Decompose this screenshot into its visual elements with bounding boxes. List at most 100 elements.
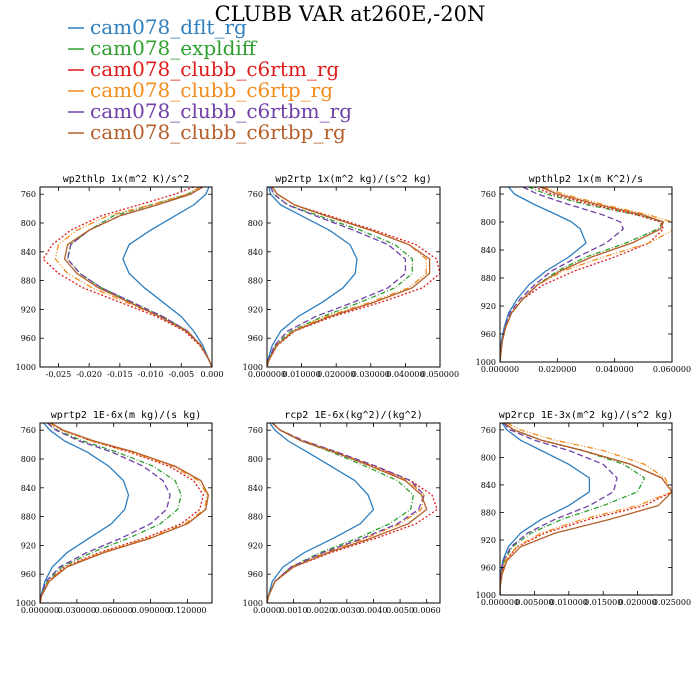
x-tick-label: 0.025000 <box>653 598 691 607</box>
x-tick-label: 0.000000 <box>481 598 519 607</box>
y-tick-label: 800 <box>21 455 36 464</box>
y-tick-label: 880 <box>481 508 496 517</box>
series-group <box>40 423 209 603</box>
panel-6: wp2rcp 1E-3x(m^2 kg)/(s^2 kg)760 800 840 88… <box>476 410 691 607</box>
plot-frame <box>499 422 673 596</box>
y-tick-label: 760 <box>21 190 36 199</box>
series-line-cam078-clubb-c6rtm-rg <box>267 423 438 603</box>
y-tick-label: 880 <box>21 277 36 286</box>
y-tick-label: 1000 <box>476 591 496 600</box>
plot-frame <box>499 186 673 363</box>
legend: cam078_dflt_rgcam078_expldiffcam078_club… <box>68 15 352 144</box>
x-tick-label: 0.0020 <box>306 606 334 615</box>
panel-3: wpthlp2 1x(m K^2)/s 760 800 840 880 920 960 100… <box>476 174 691 374</box>
legend-label-cam078-clubb-c6rtp-rg: cam078_clubb_c6rtp_rg <box>90 78 333 102</box>
y-tick-label: 920 <box>248 541 263 550</box>
plot-frame <box>39 422 213 604</box>
x-tick-label: 0.020000 <box>317 370 355 379</box>
x-tick-label: 0.000000 <box>248 370 286 379</box>
plot-frame <box>266 186 441 368</box>
y-tick-label: 840 <box>248 484 263 493</box>
x-tick-label: 0.0030 <box>333 606 361 615</box>
panels: wp2thlp 1x(m^2 K)/s^2 760 800 840 880 920 960 1… <box>16 174 691 615</box>
x-tick-label: 0.0050 <box>386 606 414 615</box>
x-tick-label: 0.030000 <box>58 606 96 615</box>
panel-title: rcp2 1E-6x(kg^2)/(kg^2) <box>284 410 422 421</box>
panel-title: wp2rcp 1E-3x(m^2 kg)/(s^2 kg) <box>499 410 674 421</box>
y-tick-label: 920 <box>21 305 36 314</box>
series-group <box>267 423 438 603</box>
series-line-cam078-expldiff <box>40 423 182 603</box>
legend-label-cam078-clubb-c6rtbp-rg: cam078_clubb_c6rtbp_rg <box>90 120 346 144</box>
series-group <box>267 187 440 367</box>
y-tick-label: 960 <box>481 330 496 339</box>
series-line-cam078-clubb-c6rtbp-rg <box>267 187 431 367</box>
x-tick-label: 0.0000 <box>253 606 281 615</box>
figure-title: CLUBB VAR at260E,-20N <box>215 2 486 26</box>
x-tick-label: -0.025 <box>46 370 72 379</box>
panel-4: wprtp2 1E-6x(m kg)/(s kg) 760 800 840 880 920… <box>16 410 213 615</box>
y-tick-label: 840 <box>481 481 496 490</box>
x-tick-label: 0.030000 <box>352 370 390 379</box>
y-tick-label: 920 <box>481 536 496 545</box>
series-line-cam078-clubb-c6rtbp-rg <box>40 423 209 603</box>
series-line-cam078-clubb-c6rtbp-rg <box>63 187 212 367</box>
panel-title: wp2thlp 1x(m^2 K)/s^2 <box>63 174 189 185</box>
y-tick-label: 1000 <box>476 358 496 367</box>
x-tick-label: 0.000000 <box>21 606 59 615</box>
x-tick-label: 0.060000 <box>95 606 133 615</box>
y-tick-label: 1000 <box>243 363 263 372</box>
series-line-cam078-clubb-c6rtm-rg <box>500 423 672 595</box>
panel-title: wp2rtp 1x(m^2 kg)/(s^2 kg) <box>275 174 432 185</box>
series-line-cam078-clubb-c6rtbm-rg <box>500 187 624 362</box>
panel-1: wp2thlp 1x(m^2 K)/s^2 760 800 840 880 920 960 1… <box>16 174 224 379</box>
series-line-cam078-expldiff <box>267 423 415 603</box>
y-tick-label: 760 <box>248 190 263 199</box>
series-line-cam078-clubb-c6rtbm-rg <box>500 423 618 595</box>
series-line-cam078-clubb-c6rtm-rg <box>42 187 212 367</box>
y-tick-label: 760 <box>481 190 496 199</box>
x-tick-label: -0.010 <box>138 370 164 379</box>
x-tick-label: 0.040000 <box>596 365 634 374</box>
series-line-cam078-clubb-c6rtp-rg <box>40 423 208 603</box>
series-line-cam078-dflt-rg <box>40 423 130 603</box>
y-tick-label: 800 <box>481 218 496 227</box>
x-tick-label: 0.040000 <box>386 370 424 379</box>
x-tick-label: 0.005000 <box>515 598 553 607</box>
y-tick-label: 840 <box>21 484 36 493</box>
y-tick-label: 880 <box>21 513 36 522</box>
series-line-cam078-expldiff <box>500 423 646 595</box>
x-tick-label: 0.015000 <box>584 598 622 607</box>
series-line-cam078-clubb-c6rtp-rg <box>267 423 425 603</box>
series-line-cam078-dflt-rg <box>267 187 358 367</box>
panel-2: wp2rtp 1x(m^2 kg)/(s^2 kg) 760 800 840 880 92… <box>243 174 459 379</box>
x-tick-label: -0.015 <box>107 370 133 379</box>
x-tick-label: 0.050000 <box>421 370 459 379</box>
y-tick-label: 800 <box>248 455 263 464</box>
legend-label-cam078-expldiff: cam078_expldiff <box>90 36 258 60</box>
panel-title: wpthlp2 1x(m K^2)/s <box>529 174 643 185</box>
series-group <box>42 187 212 367</box>
x-tick-label: -0.020 <box>76 370 102 379</box>
y-tick-label: 1000 <box>16 363 36 372</box>
y-tick-label: 760 <box>248 426 263 435</box>
plot-frame <box>39 186 213 368</box>
y-tick-label: 920 <box>248 305 263 314</box>
y-tick-label: 760 <box>481 426 496 435</box>
y-tick-label: 960 <box>21 570 36 579</box>
y-tick-label: 840 <box>248 248 263 257</box>
y-tick-label: 760 <box>21 426 36 435</box>
series-line-cam078-dflt-rg <box>267 423 375 603</box>
series-line-cam078-dflt-rg <box>500 187 587 362</box>
x-tick-label: 0.120000 <box>168 606 206 615</box>
x-tick-label: 0.010000 <box>283 370 321 379</box>
x-tick-label: 0.0060 <box>413 606 441 615</box>
y-tick-label: 880 <box>248 513 263 522</box>
y-tick-label: 880 <box>248 277 263 286</box>
series-line-cam078-clubb-c6rtbm-rg <box>40 423 171 603</box>
y-tick-label: 960 <box>248 334 263 343</box>
series-line-cam078-clubb-c6rtp-rg <box>500 423 672 595</box>
series-line-cam078-expldiff <box>267 187 413 367</box>
panel-5: rcp2 1E-6x(kg^2)/(kg^2) 760 800 840 880 920 96… <box>243 410 441 615</box>
